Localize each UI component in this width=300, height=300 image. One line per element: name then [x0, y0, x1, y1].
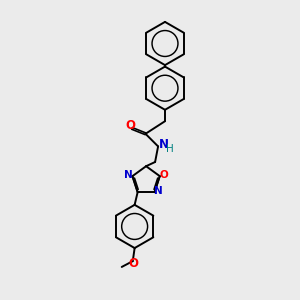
Text: O: O [125, 119, 135, 133]
Text: H: H [166, 144, 173, 154]
Text: O: O [128, 257, 138, 270]
Text: O: O [160, 170, 169, 180]
Text: N: N [124, 170, 133, 180]
Text: N: N [154, 186, 163, 196]
Text: N: N [158, 138, 169, 152]
